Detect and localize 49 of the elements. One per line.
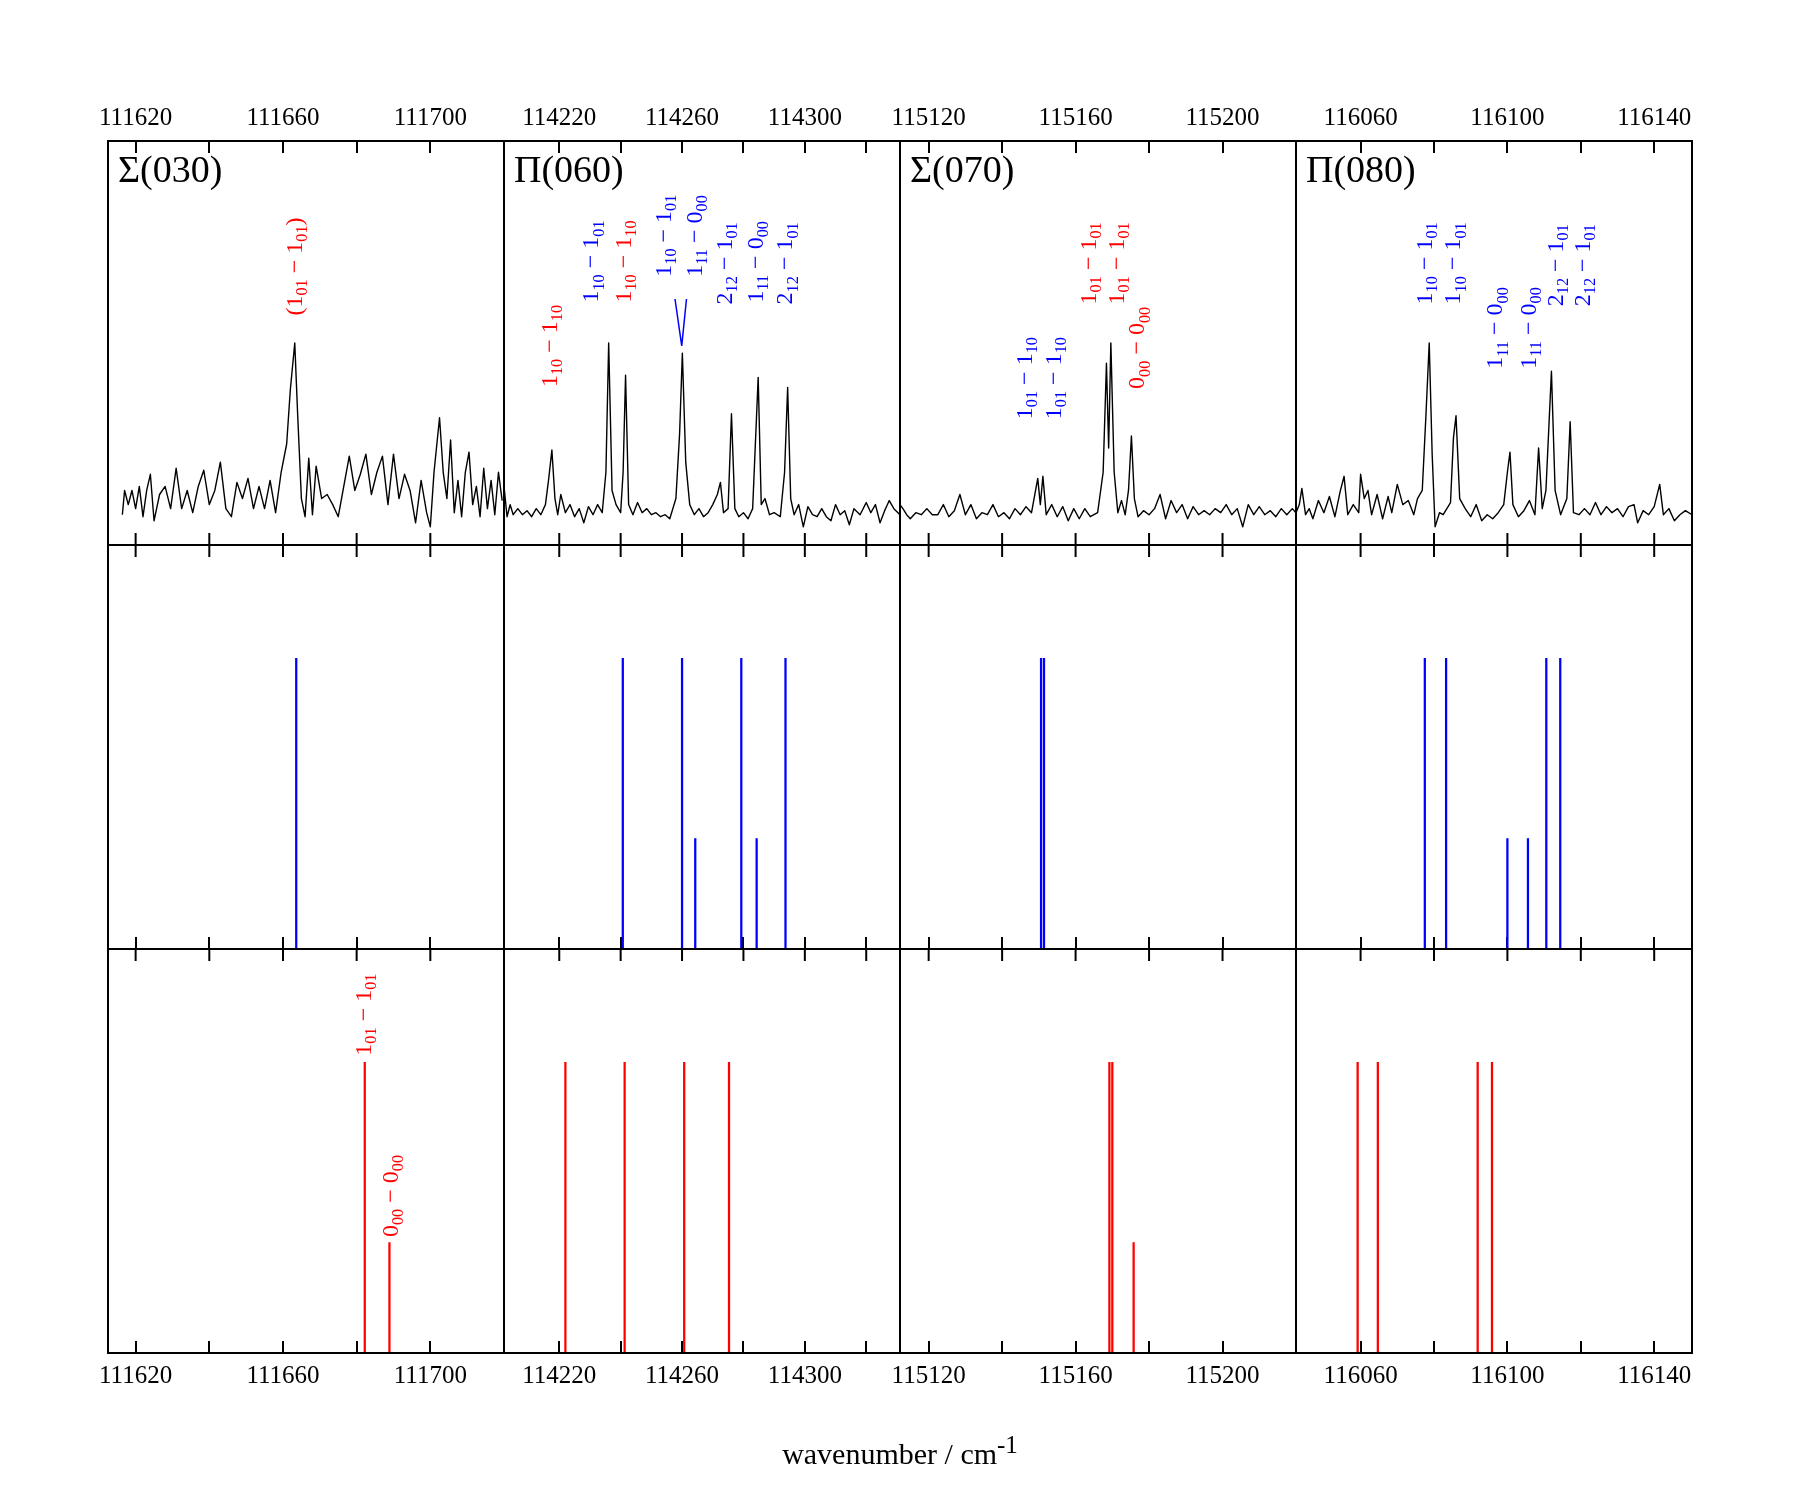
text: 101 − 101 bbox=[1103, 222, 1134, 305]
x-tick-label: 111700 bbox=[393, 1360, 467, 1388]
annotation: 111 − 000 bbox=[1481, 287, 1512, 369]
text: 212 − 101 bbox=[710, 222, 741, 305]
text: 101 − 101 bbox=[350, 973, 381, 1056]
x-tick-label: 111660 bbox=[246, 102, 320, 130]
x-tick-label: 116140 bbox=[1617, 1360, 1692, 1388]
x-tick-label: 116060 bbox=[1323, 102, 1398, 130]
x-tick-label: 115120 bbox=[891, 1360, 966, 1388]
x-axis-title: wavenumber / cm$^{-1}$ bbox=[781, 1431, 1019, 1471]
x-tick-label: 114260 bbox=[645, 102, 720, 130]
text: 212 − 101 bbox=[771, 222, 802, 305]
chart-title: Σ(070) bbox=[910, 147, 1015, 191]
x-tick-label: 111660 bbox=[246, 1360, 320, 1388]
x-tick-label: 111700 bbox=[393, 102, 467, 130]
x-tick-label: 116060 bbox=[1323, 1360, 1398, 1388]
text: 111 − 000 bbox=[742, 221, 773, 303]
x-tick-label: 116100 bbox=[1470, 102, 1545, 130]
annotation: 110 − 110 bbox=[535, 304, 566, 388]
x-tick-label: 114300 bbox=[767, 1360, 842, 1388]
annotation: 000 − 000 bbox=[1123, 306, 1154, 389]
x-tick-label: 114260 bbox=[645, 1360, 720, 1388]
text: (101 − 101) bbox=[280, 217, 311, 316]
text: 110 − 101 bbox=[1411, 222, 1442, 305]
x-tick-label: 116140 bbox=[1617, 102, 1692, 130]
text: 111 − 000 bbox=[681, 195, 712, 277]
x-tick-label: 114220 bbox=[522, 102, 597, 130]
annotation: 111 − 000 bbox=[1514, 287, 1545, 369]
x-tick-label: 115200 bbox=[1185, 1360, 1260, 1388]
x-tick-label: 115200 bbox=[1185, 102, 1260, 130]
x-tick-label: 114220 bbox=[522, 1360, 597, 1388]
annotation: 101 − 110 bbox=[1011, 337, 1042, 420]
x-tick-label: 111620 bbox=[99, 1360, 173, 1388]
annotation: 101 − 110 bbox=[1039, 337, 1071, 420]
chart-title: Π(060) bbox=[514, 147, 624, 191]
x-tick-label: 116100 bbox=[1470, 1360, 1545, 1388]
x-tick-label: 115160 bbox=[1038, 1360, 1113, 1388]
x-tick-label: 114300 bbox=[767, 102, 842, 130]
text: 110 − 101 bbox=[577, 220, 608, 303]
x-tick-label: 115160 bbox=[1038, 102, 1113, 130]
chart-title: Σ(030) bbox=[118, 147, 223, 191]
text: 110 − 101 bbox=[1439, 222, 1470, 305]
text: 101 − 101 bbox=[1074, 222, 1106, 305]
annotation: 000 − 000 bbox=[376, 1154, 407, 1238]
x-tick-label: 111620 bbox=[99, 102, 173, 130]
text: 110 − 110 bbox=[610, 220, 641, 303]
x-tick-label: 115120 bbox=[891, 102, 966, 130]
text: 110 − 101 bbox=[649, 194, 681, 277]
chart-title: Π(080) bbox=[1306, 147, 1416, 191]
